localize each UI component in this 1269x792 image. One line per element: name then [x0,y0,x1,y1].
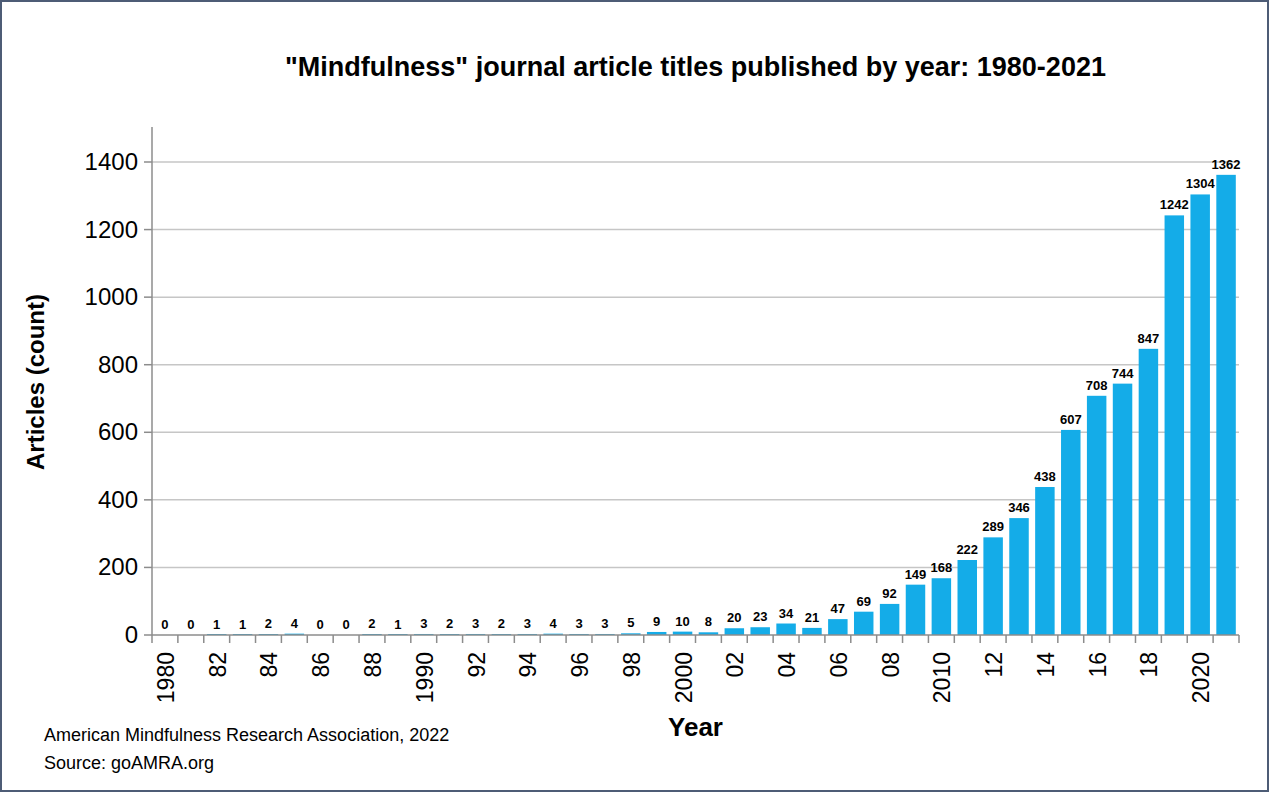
x-tick-label: 96 [567,652,593,678]
y-tick-label: 0 [125,621,138,648]
bar [750,627,769,635]
x-tick-label: 2000 [671,652,697,703]
bar [802,628,821,635]
x-tick-label: 88 [360,652,386,678]
x-tick-label: 08 [878,652,904,678]
bar [828,619,847,635]
x-tick-label: 98 [619,652,645,678]
bar [1035,487,1054,635]
bar-value-label: 0 [342,617,349,632]
bar-value-label: 1 [394,617,401,632]
bar-value-label: 3 [524,616,531,631]
bar-value-label: 69 [856,594,870,609]
x-tick-label: 2010 [929,652,955,703]
y-tick-label: 800 [98,351,138,378]
bar [1009,518,1028,635]
x-tick-label: 12 [981,652,1007,678]
bar-value-label: 10 [675,614,689,629]
bar-value-label: 1 [239,617,246,632]
bar [932,578,951,635]
x-tick-label: 18 [1136,652,1162,678]
y-tick-label: 1200 [85,216,138,243]
bar-value-label: 744 [1112,366,1134,381]
bar [1165,215,1184,635]
y-axis-title: Articles (count) [22,242,50,522]
bar-value-label: 346 [1008,500,1030,515]
bar [1061,430,1080,635]
x-tick-label: 14 [1033,652,1059,678]
y-tick-label: 400 [98,486,138,513]
bar [958,560,977,635]
bar-value-label: 3 [575,616,582,631]
y-tick-label: 200 [98,553,138,580]
x-tick-label: 86 [308,652,334,678]
bar-value-label: 0 [187,617,194,632]
bar [1139,349,1158,635]
bar-value-label: 5 [627,615,634,630]
x-tick-label: 1990 [412,652,438,703]
chart-page: { "frame": { "border_color": "#4d5c76", … [0,0,1269,792]
bar-value-label: 1 [213,617,220,632]
bar-value-label: 3 [601,616,608,631]
bar-value-label: 4 [550,616,558,631]
bar-value-label: 0 [161,617,168,632]
bar [854,612,873,635]
y-tick-label: 1000 [85,283,138,310]
x-tick-label: 06 [826,652,852,678]
attribution-line: American Mindfulness Research Associatio… [44,721,449,749]
bar-value-label: 1304 [1186,176,1216,191]
bar-value-label: 2 [265,616,272,631]
bar-value-label: 21 [805,610,819,625]
y-tick-label: 600 [98,418,138,445]
bar-value-label: 1242 [1160,197,1189,212]
source-line: Source: goAMRA.org [44,749,449,777]
bar [983,537,1002,635]
bar-value-label: 47 [831,601,845,616]
x-tick-label: 04 [774,652,800,678]
bar-value-label: 607 [1060,412,1082,427]
bar-value-label: 708 [1086,378,1108,393]
bar-value-label: 3 [420,616,427,631]
bar-value-label: 23 [753,609,767,624]
bar-value-label: 2 [368,616,375,631]
bar-value-label: 8 [705,614,712,629]
bar-value-label: 149 [905,567,927,582]
x-tick-label: 82 [205,652,231,678]
bar-value-label: 2 [446,616,453,631]
bar [725,628,744,635]
x-tick-label: 2020 [1188,652,1214,703]
bar-value-label: 9 [653,614,660,629]
x-tick-label: 1980 [153,652,179,703]
bar-value-label: 222 [956,542,978,557]
bar-value-label: 438 [1034,469,1056,484]
bar-chart: 0200400600800100012001400001124002132323… [2,2,1269,792]
y-tick-label: 1400 [85,148,138,175]
x-tick-label: 84 [256,652,282,678]
source-attribution: American Mindfulness Research Associatio… [44,721,449,777]
bar [1216,175,1235,635]
x-tick-label: 94 [515,652,541,678]
bar-value-label: 92 [882,586,896,601]
bar [1087,396,1106,635]
bar [776,624,795,635]
bar [1190,194,1209,635]
bar-value-label: 289 [982,519,1004,534]
bar-value-label: 3 [472,616,479,631]
x-tick-label: 16 [1085,652,1111,678]
bar-value-label: 2 [498,616,505,631]
x-tick-label: 02 [722,652,748,678]
bar-value-label: 20 [727,610,741,625]
bar-value-label: 0 [317,617,324,632]
bar-value-label: 4 [291,616,299,631]
bar-value-label: 34 [779,606,794,621]
x-tick-label: 92 [464,652,490,678]
bar-value-label: 1362 [1212,157,1241,172]
bar [880,604,899,635]
bar [1113,384,1132,635]
bar-value-label: 168 [931,560,953,575]
bar [906,585,925,635]
bar-value-label: 847 [1138,331,1160,346]
